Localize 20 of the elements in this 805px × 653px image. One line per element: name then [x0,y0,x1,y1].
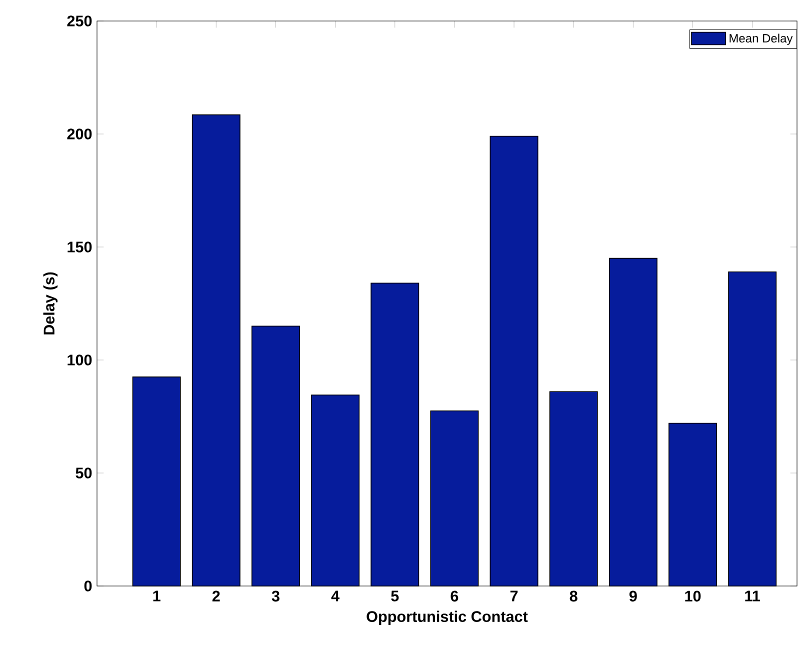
x-tick-label: 11 [745,590,760,602]
y-tick-label: 100 [68,354,92,366]
x-tick-label: 6 [450,590,458,602]
y-tick-label: 250 [67,16,92,26]
x-tick-label: 9 [629,590,637,602]
x-axis-title: Opportunistic Contact [366,610,528,626]
x-tick-label: 2 [212,590,220,602]
y-tick-label: 150 [68,242,92,252]
y-tick-label: 0 [84,580,92,592]
x-tick-label: 8 [570,590,578,602]
legend-label: Mean Delay [730,34,793,45]
x-tick-label: 4 [331,590,340,602]
x-tick-label: 3 [272,590,280,602]
x-tick-label: 10 [685,590,701,602]
x-tick-label: 7 [510,590,518,602]
y-axis-title: Delay (s) [43,272,58,334]
x-tick-label: 1 [153,590,160,602]
y-tick-label: 50 [76,468,92,478]
y-tick-label: 200 [67,128,92,140]
x-tick-label: 5 [391,590,399,602]
